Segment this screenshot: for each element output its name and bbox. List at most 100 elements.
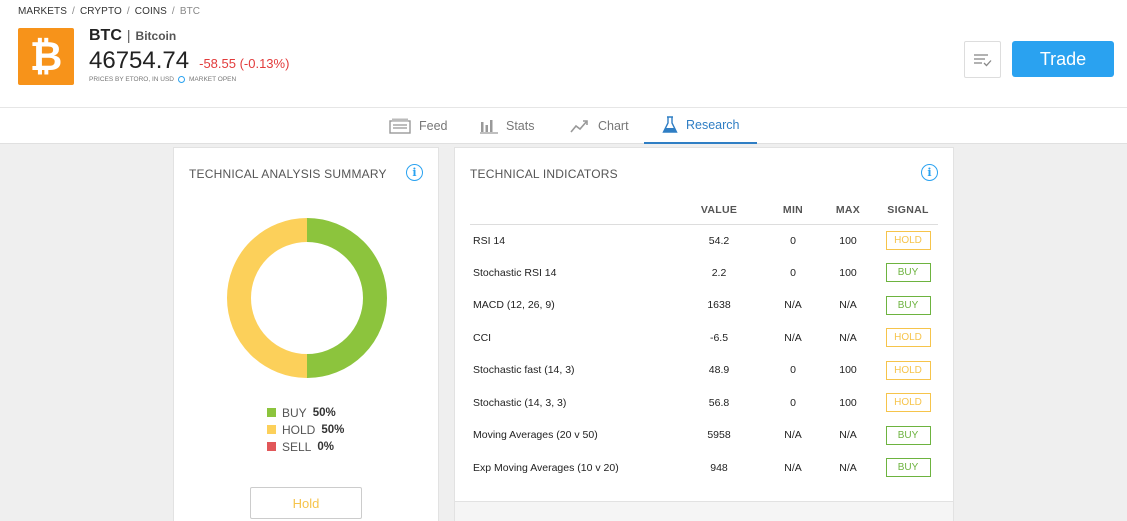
indicators-table: VALUE MIN MAX SIGNAL RSI 14 54.2 0 100 H… [470, 197, 938, 484]
ticker-symbol: BTC [89, 27, 122, 44]
breadcrumb: MARKETS / CRYPTO / COINS / BTC [18, 6, 200, 17]
info-glyph: i [412, 166, 417, 179]
flask-icon [662, 116, 678, 133]
indicator-value: 948 [710, 461, 728, 474]
breadcrumb-crypto[interactable]: CRYPTO [79, 6, 122, 17]
signal-badge: HOLD [885, 231, 931, 250]
legend-swatch [267, 425, 276, 434]
breadcrumb-current: BTC [179, 6, 201, 17]
chart-icon [570, 120, 588, 133]
instrument-name: Bitcoin [135, 29, 177, 43]
legend-label: HOLD [282, 422, 316, 437]
indicator-value: 48.9 [708, 364, 730, 377]
indicator-max: 100 [839, 266, 857, 279]
tab-feed[interactable]: Feed [389, 108, 448, 144]
indicator-max: 100 [839, 234, 857, 247]
table-row: Exp Moving Averages (10 v 20) 948 N/A N/… [470, 452, 938, 485]
tab-chart[interactable]: Chart [570, 108, 629, 144]
signal-badge: BUY [885, 458, 931, 478]
indicator-min: 0 [790, 234, 796, 247]
indicator-value: 5958 [707, 429, 731, 442]
column-header-signal: SIGNAL [878, 197, 938, 225]
stats-icon [480, 120, 498, 134]
overall-signal-button[interactable]: Hold [250, 487, 362, 519]
info-icon[interactable]: i [406, 164, 423, 181]
legend-item-hold: HOLD 50% [267, 421, 344, 438]
price-subinfo: PRICES BY ETORO, IN USD MARKET OPEN [89, 76, 236, 83]
summary-legend: BUY 50% HOLD 50% SELL 0% [267, 404, 344, 455]
column-header-max: MAX [818, 197, 878, 225]
tab-stats[interactable]: Stats [480, 108, 535, 144]
breadcrumb-coins[interactable]: COINS [134, 6, 167, 17]
breadcrumb-markets[interactable]: MARKETS [18, 6, 68, 17]
table-header-row: VALUE MIN MAX SIGNAL [470, 197, 938, 225]
price-row: 46754.74 -58.55 (-0.13%) [89, 47, 289, 75]
indicator-max: N/A [839, 299, 857, 312]
legend-swatch [267, 408, 276, 417]
indicator-value: 2.2 [711, 266, 727, 279]
signal-badge: BUY [885, 425, 931, 445]
legend-item-sell: SELL 0% [267, 438, 344, 455]
indicator-min: N/A [784, 461, 802, 474]
bitcoin-logo: ₿ [18, 28, 74, 85]
table-row: Stochastic (14, 3, 3) 56.8 0 100 HOLD [470, 387, 938, 420]
current-price: 46754.74 [89, 47, 190, 74]
watchlist-icon [973, 53, 991, 66]
feed-icon [389, 118, 411, 134]
donut-slice-buy [306, 218, 387, 378]
indicator-max: 100 [839, 364, 857, 377]
info-glyph: i [927, 166, 932, 179]
legend-value: 50% [321, 423, 345, 436]
legend-value: 0% [317, 440, 334, 453]
indicator-min: N/A [784, 299, 802, 312]
indicator-name: Exp Moving Averages (10 v 20) [473, 461, 619, 474]
indicator-min: 0 [790, 364, 796, 377]
indicator-max: N/A [839, 429, 857, 442]
breadcrumb-separator: / [126, 6, 130, 17]
indicator-name: RSI 14 [473, 234, 506, 247]
indicator-max: N/A [839, 331, 857, 344]
price-source: PRICES BY ETORO, IN USD [89, 76, 175, 83]
tab-stats-label: Stats [506, 119, 535, 133]
summary-donut-chart [227, 218, 387, 378]
signal-badge: HOLD [885, 360, 931, 380]
indicator-min: 0 [790, 266, 796, 279]
market-status: MARKET OPEN [189, 76, 237, 83]
instrument-header: MARKETS / CRYPTO / COINS / BTC ₿ BTC | B… [0, 0, 1127, 107]
indicator-name: Stochastic RSI 14 [473, 266, 557, 279]
info-icon[interactable]: i [921, 164, 938, 181]
breadcrumb-separator: / [171, 6, 175, 17]
column-header-value: VALUE [670, 197, 768, 225]
indicators-title: TECHNICAL INDICATORS [470, 167, 618, 181]
signal-badge: BUY [885, 263, 931, 283]
indicator-name: MACD (12, 26, 9) [473, 299, 555, 312]
legend-value: 50% [312, 406, 336, 419]
indicator-value: 56.8 [708, 396, 730, 409]
table-row: Moving Averages (20 v 50) 5958 N/A N/A B… [470, 419, 938, 452]
legend-swatch [267, 442, 276, 451]
watchlist-button[interactable] [964, 41, 1001, 78]
indicator-value: 1638 [707, 299, 731, 312]
indicators-table-body: RSI 14 54.2 0 100 HOLD Stochastic RSI 14… [470, 224, 938, 484]
trade-button[interactable]: Trade [1012, 41, 1114, 77]
tab-feed-label: Feed [419, 119, 448, 133]
ticker-row: BTC | Bitcoin [89, 27, 176, 45]
bitcoin-symbol: ₿ [29, 33, 63, 80]
signal-badge: BUY [885, 295, 931, 315]
technical-analysis-summary-panel: TECHNICAL ANALYSIS SUMMARY i BUY 50% HOL… [173, 147, 439, 521]
indicator-name: Stochastic (14, 3, 3) [473, 396, 567, 409]
table-row: Stochastic RSI 14 2.2 0 100 BUY [470, 257, 938, 290]
table-row: CCI -6.5 N/A N/A HOLD [470, 322, 938, 355]
indicator-value: -6.5 [709, 331, 729, 344]
table-row: MACD (12, 26, 9) 1638 N/A N/A BUY [470, 289, 938, 322]
table-row: Stochastic fast (14, 3) 48.9 0 100 HOLD [470, 354, 938, 387]
indicator-name: Stochastic fast (14, 3) [473, 364, 575, 377]
indicator-min: N/A [784, 429, 802, 442]
tab-research-label: Research [686, 118, 740, 132]
indicator-value: 54.2 [708, 234, 730, 247]
indicator-min: 0 [790, 396, 796, 409]
legend-item-buy: BUY 50% [267, 404, 344, 421]
clock-icon [178, 76, 186, 83]
tab-chart-label: Chart [598, 119, 629, 133]
tab-research[interactable]: Research [644, 108, 757, 144]
